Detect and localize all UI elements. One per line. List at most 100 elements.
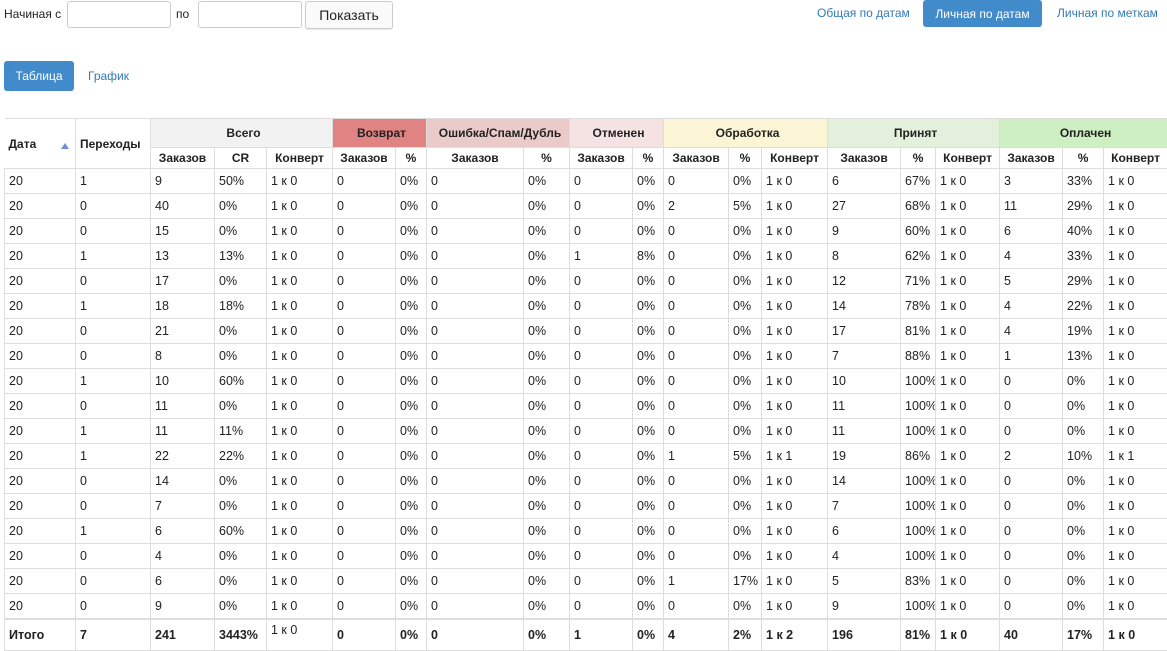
column-header[interactable]: % (729, 148, 762, 169)
view-tab-active[interactable]: Таблица (4, 61, 74, 91)
total-cell: Итого (5, 619, 76, 651)
column-header[interactable]: Заказов (570, 148, 633, 169)
cell: 4 (151, 544, 215, 569)
cell: 1 к 1 (1104, 444, 1167, 469)
cell: 1 (76, 369, 151, 394)
cell: 10 (151, 369, 215, 394)
cell: 8% (633, 244, 664, 269)
report-tab-active[interactable]: Личная по датам (923, 0, 1042, 27)
cell: 1 к 0 (267, 344, 333, 369)
cell: 1 к 0 (762, 219, 828, 244)
column-header[interactable]: Заказов (427, 148, 524, 169)
column-header[interactable]: Конверт (1104, 148, 1167, 169)
cell: 22% (1063, 294, 1104, 319)
column-header[interactable]: Переходы (76, 119, 151, 169)
column-header[interactable]: Заказов (333, 148, 396, 169)
column-header[interactable]: CR (215, 148, 267, 169)
cell: 20 (5, 269, 76, 294)
cell: 0 (1000, 419, 1063, 444)
cell: 60% (215, 519, 267, 544)
cell: 1 к 0 (762, 469, 828, 494)
cell: 0% (396, 219, 427, 244)
cell: 0 (333, 169, 396, 194)
cell: 0% (729, 594, 762, 620)
cell: 100% (901, 369, 936, 394)
column-header[interactable]: % (1063, 148, 1104, 169)
cell: 20 (5, 369, 76, 394)
cell: 1 (570, 244, 633, 269)
cell: 0 (333, 344, 396, 369)
cell: 0 (570, 469, 633, 494)
cell: 0% (729, 519, 762, 544)
cell: 1 к 0 (267, 294, 333, 319)
cell: 100% (901, 469, 936, 494)
from-input[interactable] (67, 1, 171, 28)
column-header[interactable]: Конверт (267, 148, 333, 169)
report-tab[interactable]: Личная по меткам (1057, 6, 1158, 20)
column-header[interactable]: Конверт (936, 148, 1000, 169)
cell: 0% (396, 594, 427, 620)
cell: 1 к 0 (762, 194, 828, 219)
cell: 1 (76, 169, 151, 194)
column-header[interactable]: % (524, 148, 570, 169)
cell: 0% (633, 594, 664, 620)
cell: 0 (333, 544, 396, 569)
submit-button[interactable]: Показать (305, 1, 393, 29)
cell: 0% (729, 369, 762, 394)
cell: 100% (901, 594, 936, 620)
column-header[interactable]: Заказов (1000, 148, 1063, 169)
total-cell: 0 (427, 619, 524, 651)
column-header[interactable]: Заказов (828, 148, 901, 169)
cell: 71% (901, 269, 936, 294)
cell: 0% (633, 519, 664, 544)
cell: 0% (396, 469, 427, 494)
cell: 4 (1000, 294, 1063, 319)
group-header: Возврат (333, 119, 427, 148)
cell: 68% (901, 194, 936, 219)
cell: 0% (633, 194, 664, 219)
cell: 0% (633, 344, 664, 369)
cell: 0% (524, 544, 570, 569)
cell: 0% (396, 344, 427, 369)
cell: 0 (333, 394, 396, 419)
cell: 1 к 0 (762, 494, 828, 519)
cell: 1 к 0 (267, 194, 333, 219)
cell: 19% (1063, 319, 1104, 344)
cell: 1 к 0 (936, 369, 1000, 394)
to-input[interactable] (198, 1, 302, 28)
cell: 1 к 0 (762, 169, 828, 194)
cell: 0 (664, 494, 729, 519)
cell: 1 к 0 (936, 169, 1000, 194)
cell: 0 (1000, 569, 1063, 594)
cell: 100% (901, 394, 936, 419)
cell: 1 к 0 (267, 169, 333, 194)
total-cell: 7 (76, 619, 151, 651)
cell: 0% (729, 344, 762, 369)
cell: 1 к 0 (1104, 594, 1167, 620)
cell: 1 к 0 (267, 494, 333, 519)
column-header[interactable]: Заказов (151, 148, 215, 169)
cell: 0 (1000, 594, 1063, 620)
cell: 0 (1000, 394, 1063, 419)
cell: 0% (633, 394, 664, 419)
column-header[interactable]: Дата (5, 119, 76, 169)
column-header[interactable]: % (633, 148, 664, 169)
cell: 0% (396, 269, 427, 294)
view-tab[interactable]: График (88, 69, 129, 83)
column-header[interactable]: Конверт (762, 148, 828, 169)
column-header[interactable]: Заказов (664, 148, 729, 169)
column-header[interactable]: % (396, 148, 427, 169)
cell: 0 (570, 269, 633, 294)
cell: 1 к 0 (936, 244, 1000, 269)
report-tab[interactable]: Общая по датам (817, 6, 910, 20)
cell: 0% (396, 369, 427, 394)
cell: 0 (333, 369, 396, 394)
cell: 0 (664, 344, 729, 369)
cell: 20 (5, 544, 76, 569)
cell: 20 (5, 394, 76, 419)
column-header[interactable]: % (901, 148, 936, 169)
